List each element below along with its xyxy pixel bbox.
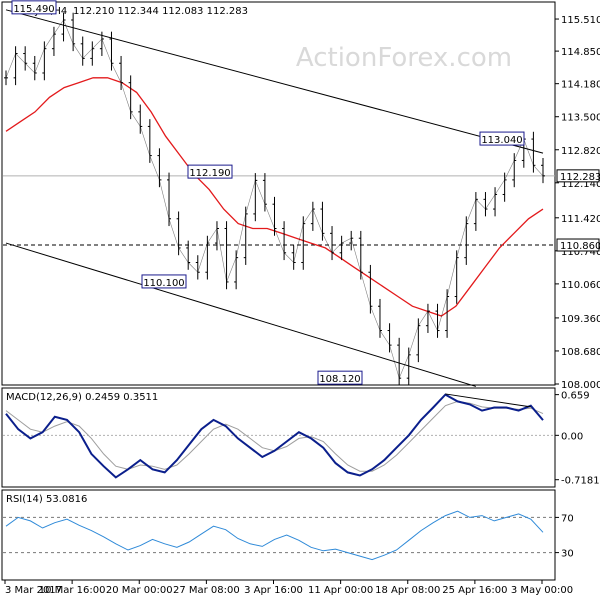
ohlc-header: 112.210 112.344 112.083 112.283 <box>73 6 248 17</box>
price-tick-label: 109.360 <box>561 314 600 325</box>
time-tick-label: 10 Mar 16:00 <box>39 585 106 596</box>
trendline-lower-channel <box>5 242 477 387</box>
time-tick-label: 27 Mar 08:00 <box>173 585 240 596</box>
price-tick-label: 110.060 <box>561 280 600 291</box>
price-highlight-box <box>556 169 600 183</box>
rsi-header: RSI(14) 53.0816 <box>6 494 87 505</box>
price-highlight-label: 110.860 <box>560 241 600 252</box>
price-close-line <box>5 19 544 380</box>
annotation-label: 112.190 <box>189 168 230 179</box>
trendline-upper-channel <box>5 9 544 154</box>
time-tick-label: 20 Mar 00:00 <box>106 585 173 596</box>
time-tick-label: 18 Apr 08:00 <box>375 585 440 596</box>
annotation-label: 108.120 <box>319 374 360 385</box>
watermark: ActionForex.com <box>296 43 512 73</box>
macd-layer <box>3 393 555 479</box>
annotation-label: 110.100 <box>143 278 184 289</box>
annotation-box <box>187 164 233 179</box>
price-highlight-box <box>556 238 600 252</box>
annotation-box <box>479 131 525 146</box>
macd-tick-label: 0.659 <box>561 391 590 402</box>
macd-tick-label: -0.7181 <box>561 476 600 487</box>
rsi-panel <box>1 489 556 581</box>
price-tick-label: 114.180 <box>561 80 600 91</box>
macd-line <box>5 393 544 479</box>
macd-panel <box>1 387 556 488</box>
price-tick-label: 112.820 <box>561 146 600 157</box>
price-tick-label: 110.740 <box>561 247 600 258</box>
price-tick-label: 111.420 <box>561 214 600 225</box>
time-tick-label: 3 Apr 16:00 <box>244 585 303 596</box>
time-tick-label: 11 Apr 00:00 <box>308 585 373 596</box>
annotation-box <box>317 370 363 385</box>
annotation-label: 115.490 <box>13 4 54 15</box>
rsi-tick-label: 70 <box>561 513 574 524</box>
price-highlight-label: 112.283 <box>560 172 600 183</box>
macd-tick-label: 0.00 <box>561 431 583 442</box>
annotation-label: 113.040 <box>481 135 522 146</box>
annotation-box <box>141 274 187 289</box>
price-layer: 115.490 112.190 110.100 108.120 113.040 <box>3 0 555 387</box>
rsi-line <box>5 510 544 561</box>
annotation-box <box>11 0 57 15</box>
price-tick-label: 108.000 <box>561 380 600 391</box>
macd-header: MACD(12,26,9) 0.2459 0.3511 <box>6 392 158 403</box>
price-tick-label: 114.850 <box>561 47 600 58</box>
rsi-tick-label: 30 <box>561 549 574 560</box>
rsi-layer <box>3 510 555 561</box>
price-panel <box>1 1 556 386</box>
price-tick-label: 112.140 <box>561 179 600 190</box>
macd-divergence-line <box>445 393 531 408</box>
price-tick-label: 115.510 <box>561 15 600 26</box>
time-tick-label: 25 Apr 16:00 <box>442 585 507 596</box>
price-tick-label: 113.500 <box>561 113 600 124</box>
price-tick-label: 108.680 <box>561 347 600 358</box>
time-tick-label: 3 Mar 2017 <box>5 585 62 596</box>
time-tick-label: 3 May 00:00 <box>511 585 573 596</box>
axis-layer: 115.510 114.850 114.180 113.500 112.820 112.1… <box>4 15 600 596</box>
